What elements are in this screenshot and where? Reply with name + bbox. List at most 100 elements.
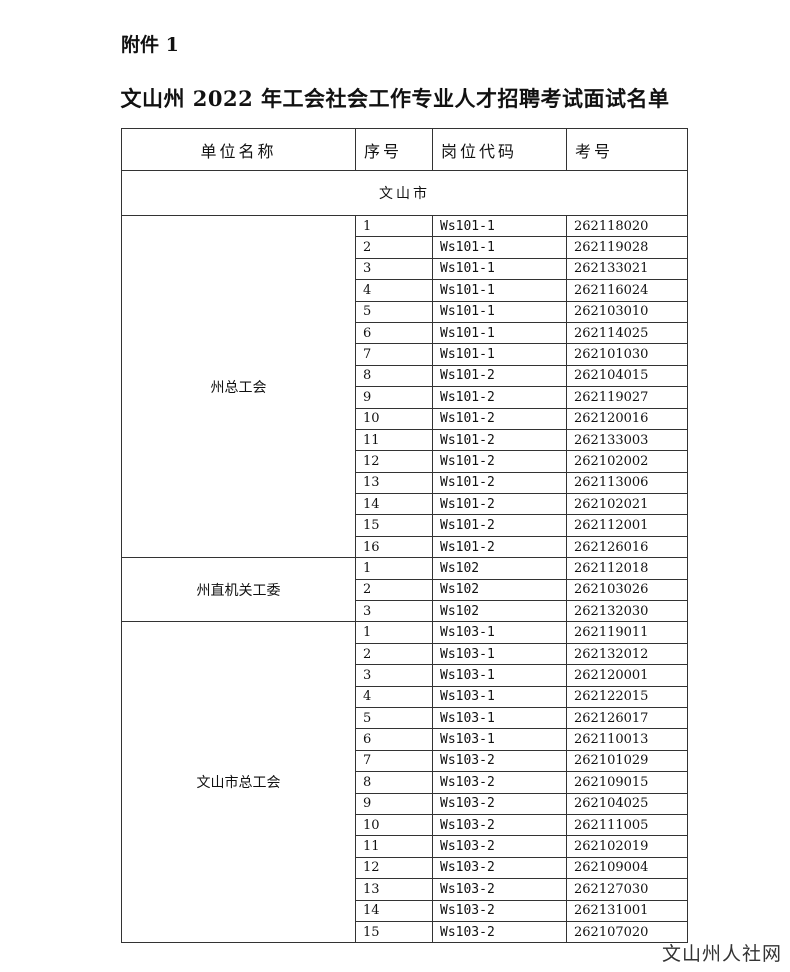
exam-no-cell: 262118020 bbox=[566, 214, 688, 238]
post-code-cell: Ws103-2 bbox=[432, 771, 567, 794]
unit-name: 文山市总工会 bbox=[121, 621, 356, 944]
exam-no-cell: 262104025 bbox=[566, 792, 688, 815]
exam-no-cell: 262126017 bbox=[566, 706, 688, 730]
post-code-cell: Ws101-1 bbox=[432, 279, 567, 302]
seq-cell: 13 bbox=[355, 471, 433, 495]
attachment-label: 附件 1 bbox=[121, 34, 179, 56]
exam-no-cell: 262109004 bbox=[566, 856, 688, 880]
post-code-cell: Ws103-1 bbox=[432, 706, 567, 730]
header-seq: 序号 bbox=[355, 128, 433, 171]
post-code-cell: Ws101-1 bbox=[432, 236, 567, 259]
exam-no-cell: 262103010 bbox=[566, 300, 688, 323]
seq-cell: 11 bbox=[355, 835, 433, 858]
exam-no-cell: 262103026 bbox=[566, 578, 688, 602]
exam-no-cell: 262119028 bbox=[566, 236, 688, 259]
seq-cell: 6 bbox=[355, 321, 433, 345]
seq-cell: 11 bbox=[355, 428, 433, 452]
exam-no-cell: 262132012 bbox=[566, 642, 688, 666]
table-row: 15 Ws103-2 262107020 bbox=[122, 920, 688, 944]
post-code-cell: Ws103-1 bbox=[432, 685, 567, 708]
table-row: 15 Ws101-2 262112001 bbox=[122, 514, 688, 537]
table-row: 12 Ws101-2 262102002 bbox=[122, 450, 688, 473]
exam-no-cell: 262131001 bbox=[566, 899, 688, 922]
seq-cell: 7 bbox=[355, 749, 433, 773]
seq-cell: 9 bbox=[355, 386, 433, 409]
table-row: 州总工会 1 Ws101-1 262118020 bbox=[121, 214, 688, 559]
table-row: 3 Ws102 262132030 bbox=[122, 600, 688, 623]
post-code-cell: Ws103-1 bbox=[432, 728, 567, 751]
exam-no-cell: 262110013 bbox=[566, 728, 688, 751]
exam-no-cell: 262101030 bbox=[566, 343, 688, 366]
post-code-cell: Ws103-1 bbox=[432, 621, 567, 644]
header-row: 单位名称 序号 岗位代码 考号 bbox=[121, 128, 688, 171]
post-code-cell: Ws103-2 bbox=[432, 792, 567, 815]
post-code-cell: Ws103-2 bbox=[432, 835, 567, 858]
exam-no-cell: 262119027 bbox=[566, 386, 688, 409]
seq-cell: 5 bbox=[355, 300, 433, 323]
table-row: 2 Ws102 262103026 bbox=[122, 578, 688, 602]
exam-no-cell: 262116024 bbox=[566, 279, 688, 302]
table-row: 4 Ws103-1 262122015 bbox=[122, 685, 688, 708]
document-title: 文山州 2022 年工会社会工作专业人才招聘考试面试名单 bbox=[120, 86, 670, 111]
table-row: 13 Ws101-2 262113006 bbox=[122, 471, 688, 495]
table-row: 2 Ws103-1 262132012 bbox=[122, 642, 688, 666]
table-row: 7 Ws103-2 262101029 bbox=[122, 749, 688, 773]
exam-no-cell: 262133021 bbox=[566, 257, 688, 281]
exam-no-cell: 262112018 bbox=[566, 557, 688, 580]
post-code-cell: Ws101-2 bbox=[432, 428, 567, 452]
seq-cell: 1 bbox=[355, 214, 433, 238]
exam-no-cell: 262132030 bbox=[566, 600, 688, 623]
exam-no-cell: 262102021 bbox=[566, 493, 688, 516]
post-code-cell: Ws102 bbox=[432, 557, 567, 580]
exam-no-cell: 262111005 bbox=[566, 813, 688, 837]
post-code-cell: Ws103-2 bbox=[432, 920, 567, 944]
post-code-cell: Ws101-2 bbox=[432, 450, 567, 473]
seq-cell: 2 bbox=[355, 236, 433, 259]
exam-no-cell: 262122015 bbox=[566, 685, 688, 708]
seq-cell: 12 bbox=[355, 450, 433, 473]
exam-no-cell: 262113006 bbox=[566, 471, 688, 495]
unit-name: 州总工会 bbox=[121, 214, 356, 559]
exam-no-cell: 262120001 bbox=[566, 664, 688, 687]
seq-cell: 8 bbox=[355, 364, 433, 388]
post-code-cell: Ws101-1 bbox=[432, 300, 567, 323]
seq-cell: 1 bbox=[355, 557, 433, 580]
post-code-cell: Ws103-1 bbox=[432, 642, 567, 666]
post-code-cell: Ws101-1 bbox=[432, 343, 567, 366]
seq-cell: 3 bbox=[355, 664, 433, 687]
table-row: 14 Ws103-2 262131001 bbox=[122, 899, 688, 922]
post-code-cell: Ws101-2 bbox=[432, 471, 567, 495]
post-code-cell: Ws102 bbox=[432, 578, 567, 602]
table-row: 11 Ws103-2 262102019 bbox=[122, 835, 688, 858]
watermark: 文山州人社网 bbox=[661, 943, 782, 965]
seq-cell: 14 bbox=[355, 493, 433, 516]
seq-cell: 2 bbox=[355, 578, 433, 602]
region-row: 文山市 bbox=[121, 170, 688, 216]
seq-cell: 3 bbox=[355, 257, 433, 281]
seq-cell: 10 bbox=[355, 407, 433, 430]
seq-cell: 15 bbox=[355, 514, 433, 537]
post-code-cell: Ws101-2 bbox=[432, 514, 567, 537]
post-code-cell: Ws102 bbox=[432, 600, 567, 623]
header-unit: 单位名称 bbox=[121, 128, 356, 171]
seq-cell: 2 bbox=[355, 642, 433, 666]
post-code-cell: Ws101-1 bbox=[432, 214, 567, 238]
seq-cell: 15 bbox=[355, 920, 433, 944]
table-row: 2 Ws101-1 262119028 bbox=[122, 236, 688, 259]
table-row: 6 Ws103-1 262110013 bbox=[122, 728, 688, 751]
exam-no-cell: 262101029 bbox=[566, 749, 688, 773]
exam-no-cell: 262126016 bbox=[566, 535, 688, 559]
seq-cell: 7 bbox=[355, 343, 433, 366]
table-row: 6 Ws101-1 262114025 bbox=[122, 321, 688, 345]
seq-cell: 9 bbox=[355, 792, 433, 815]
seq-cell: 3 bbox=[355, 600, 433, 623]
seq-cell: 16 bbox=[355, 535, 433, 559]
seq-cell: 6 bbox=[355, 728, 433, 751]
exam-no-cell: 262102019 bbox=[566, 835, 688, 858]
table-row: 10 Ws103-2 262111005 bbox=[122, 813, 688, 837]
post-code-cell: Ws101-2 bbox=[432, 407, 567, 430]
table-row: 州直机关工委 1 Ws102 262112018 bbox=[121, 557, 688, 623]
table-row: 14 Ws101-2 262102021 bbox=[122, 493, 688, 516]
seq-cell: 12 bbox=[355, 856, 433, 880]
table-row: 7 Ws101-1 262101030 bbox=[122, 343, 688, 366]
